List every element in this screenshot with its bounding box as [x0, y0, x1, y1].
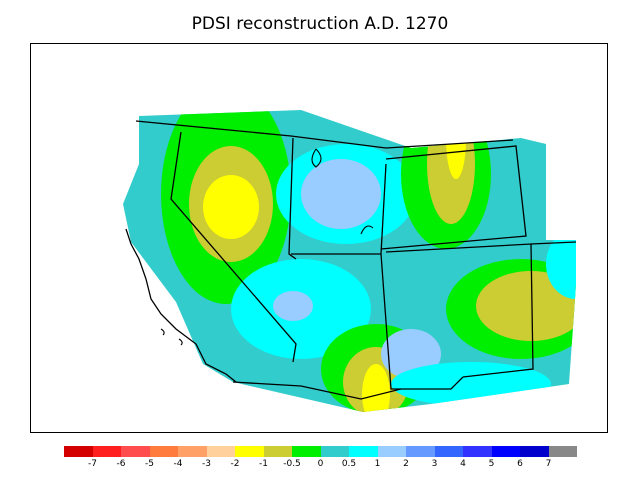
ne-border — [530, 241, 577, 245]
ca-nv-border — [170, 131, 297, 363]
legend-swatch — [491, 446, 520, 457]
az-nm-border — [380, 253, 401, 390]
canada-border — [135, 120, 514, 149]
legend-tick-label: -3 — [202, 459, 211, 469]
legend-tick-label: -6 — [116, 459, 126, 469]
channel-island-2-icon — [178, 338, 183, 346]
field-south-blue — [273, 291, 313, 321]
legend-swatch — [64, 446, 93, 457]
legend-tick-label: 4 — [460, 459, 466, 469]
mexico-border — [232, 376, 464, 400]
great-salt-lake-icon — [311, 148, 322, 168]
lakes — [160, 148, 374, 346]
legend-tick-label: 1 — [374, 459, 381, 469]
legend-swatch — [377, 446, 406, 457]
co-border — [385, 243, 534, 378]
legend-tick-label: 3 — [431, 459, 438, 469]
legend-colorbar — [64, 446, 577, 457]
field-mt-yellow — [446, 110, 466, 179]
legend-swatch — [463, 446, 492, 457]
legend-swatch — [92, 446, 121, 457]
legend-tick-label: -2 — [230, 459, 240, 469]
field-nevada-yellow — [203, 175, 259, 239]
legend-tick-label: -0.5 — [283, 459, 301, 469]
map-panel — [30, 43, 608, 433]
legend-tick-label: -1 — [259, 459, 268, 469]
legend-tick-label: 2 — [403, 459, 409, 469]
state-boundaries — [135, 120, 577, 400]
legend-swatch — [149, 446, 178, 457]
legend-swatch — [178, 446, 207, 457]
legend-swatch — [292, 446, 321, 457]
legend-tick-label: 0 — [317, 459, 324, 469]
coastline — [125, 228, 237, 383]
wy-border — [380, 145, 527, 250]
legend-swatch — [235, 446, 264, 457]
legend-tick-label: -7 — [88, 459, 97, 469]
legend-tick-label: 5 — [488, 459, 495, 469]
legend-tick-label: 0.5 — [341, 459, 357, 469]
legend-swatch — [520, 446, 549, 457]
legend-swatch — [263, 446, 292, 457]
legend-swatch — [320, 446, 349, 457]
legend-tick-label: -5 — [145, 459, 154, 469]
field-utah-lightblue — [301, 159, 381, 229]
legend-swatch — [406, 446, 435, 457]
legend-tick-label: 6 — [517, 459, 523, 469]
legend-swatch — [349, 446, 378, 457]
id-nv-border — [288, 137, 297, 260]
channel-island-icon — [160, 328, 165, 336]
lake-powell-icon — [360, 225, 374, 235]
legend-ticks: -7 -6 -5 -4 -3 -2 -1 -0.5 0 0.5 1 2 3 4 5 6 7 — [0, 459, 640, 473]
legend-tick-label: -4 — [173, 459, 183, 469]
pdsi-map — [123, 110, 577, 412]
field-tx-cyan — [391, 362, 551, 406]
pdsi-field — [123, 110, 576, 412]
field-east-cyan — [546, 229, 576, 299]
legend-tick-label: 7 — [545, 459, 552, 469]
map-title: PDSI reconstruction A.D. 1270 — [191, 14, 449, 34]
legend-swatch — [434, 446, 463, 457]
legend-swatch — [548, 446, 577, 457]
legend-swatch — [121, 446, 150, 457]
legend-swatch — [206, 446, 235, 457]
field-az-yellow — [362, 364, 390, 412]
